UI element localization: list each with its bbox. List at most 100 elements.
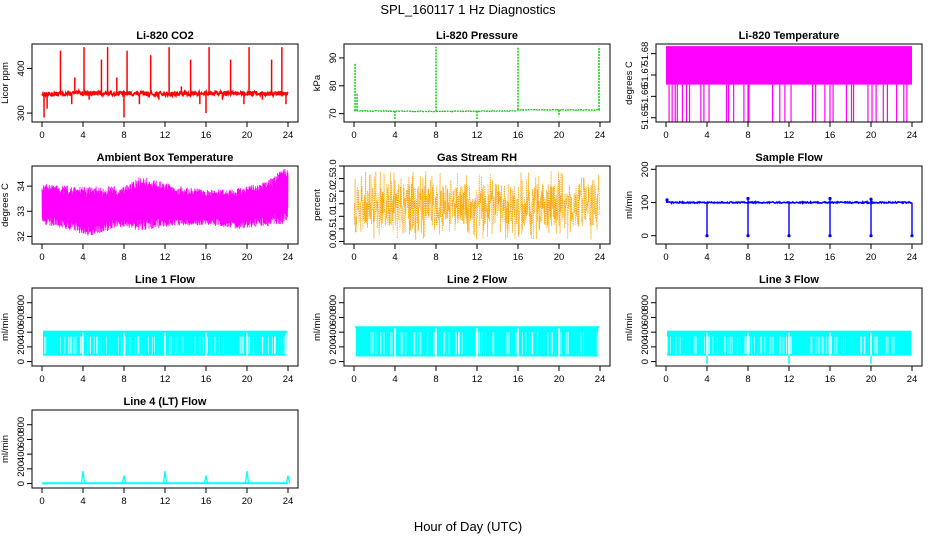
event-point: [828, 234, 832, 238]
x-tick-label: 16: [825, 130, 836, 141]
x-tick-label: 20: [242, 252, 253, 263]
x-tick-label: 20: [554, 252, 565, 263]
x-tick-label: 0: [39, 496, 44, 507]
chart-title: Line 1 Flow: [135, 274, 195, 286]
y-axis-label: kPa: [312, 74, 323, 91]
x-tick-label: 0: [351, 374, 356, 385]
x-tick-label: 4: [80, 252, 85, 263]
y-tick-label: 32: [16, 231, 27, 242]
chart-panel: Li-820 Temperature degrees C 0 4 8 12 16 20 24 51…: [624, 30, 923, 141]
y-tick-label: 0: [328, 359, 339, 364]
chart-panel: Line 1 Flow ml/min 0 4 8 12 16 20 24 0 20040060080…: [0, 274, 299, 385]
y-tick-label: 1.0: [328, 210, 339, 223]
chart-series: [42, 330, 288, 356]
event-point: [746, 234, 750, 238]
y-tick-label: 600: [328, 310, 339, 326]
y-tick-label: 200: [328, 339, 339, 355]
x-tick-label: 4: [392, 130, 397, 141]
x-tick-label: 24: [595, 374, 606, 385]
y-tick-label: 90: [328, 53, 339, 64]
y-axis-label: degrees C: [0, 183, 11, 227]
chart-series: [666, 330, 912, 364]
y-tick-label: 0: [640, 359, 651, 364]
y-tick-label: 2.0: [328, 185, 339, 198]
x-tick-label: 8: [745, 130, 750, 141]
event-point: [665, 198, 669, 202]
x-tick-label: 16: [513, 374, 524, 385]
event-point: [746, 196, 750, 201]
x-tick-label: 12: [472, 252, 483, 263]
y-tick-label: 100: [640, 195, 651, 211]
y-tick-label: 33: [16, 206, 27, 217]
chart-series: [666, 46, 912, 122]
x-tick-label: 20: [554, 130, 565, 141]
chart-panel: Gas Stream RH percent 0 4 8 12 16 20 24 0.00.51.0…: [312, 152, 611, 263]
chart-series: [41, 168, 289, 236]
chart-series: [353, 171, 601, 241]
x-tick-label: 20: [242, 496, 253, 507]
x-tick-label: 24: [595, 252, 606, 263]
x-tick-label: 4: [392, 252, 397, 263]
chart-title: Li-820 Pressure: [436, 30, 518, 42]
y-axis-label: degrees C: [624, 61, 635, 105]
chart-title: Ambient Box Temperature: [97, 152, 234, 164]
y-axis-label: ml/min: [312, 313, 323, 341]
x-tick-label: 20: [242, 374, 253, 385]
y-tick-label: 400: [16, 324, 27, 340]
x-tick-label: 12: [472, 130, 483, 141]
y-tick-label: 200: [640, 339, 651, 355]
y-tick-label: 200: [640, 161, 651, 177]
x-tick-label: 8: [121, 130, 126, 141]
spike-mark: [162, 470, 168, 484]
chart-series: [42, 470, 291, 485]
y-tick-label: 51.67: [640, 63, 651, 87]
x-tick-label: 24: [283, 252, 294, 263]
chart-title: Li-820 Temperature: [739, 30, 840, 42]
x-tick-label: 4: [80, 496, 85, 507]
x-tick-label: 8: [121, 374, 126, 385]
x-tick-label: 4: [392, 374, 397, 385]
x-tick-label: 8: [121, 252, 126, 263]
y-tick-label: 800: [328, 295, 339, 311]
event-point: [869, 197, 873, 201]
x-tick-label: 8: [433, 374, 438, 385]
y-tick-label: 80: [328, 80, 339, 91]
chart-panel: Line 3 Flow ml/min 0 4 8 12 16 20 24 0 20040060080…: [624, 274, 923, 385]
x-tick-label: 8: [433, 252, 438, 263]
y-tick-label: 800: [640, 295, 651, 311]
chart-panel: Line 4 (LT) Flow ml/min 0 4 8 12 16 20 24 0 200400…: [0, 396, 299, 507]
y-tick-label: 3.0: [328, 159, 339, 172]
y-tick-label: 600: [640, 310, 651, 326]
y-tick-label: 0: [640, 233, 651, 238]
x-tick-label: 4: [704, 374, 709, 385]
chart-series: [354, 326, 600, 357]
spike-mark: [285, 475, 291, 484]
chart-title: Line 4 (LT) Flow: [124, 396, 207, 408]
figure-xlabel: Hour of Day (UTC): [414, 519, 522, 534]
x-tick-label: 16: [825, 374, 836, 385]
x-tick-label: 8: [433, 130, 438, 141]
x-tick-label: 0: [663, 130, 668, 141]
figure-title: SPL_160117 1 Hz Diagnostics: [380, 2, 556, 17]
x-tick-label: 16: [201, 496, 212, 507]
chart-panel: Sample Flow ml/min 0 4 8 12 16 20 24 0 100 200: [624, 152, 923, 263]
x-tick-label: 16: [513, 130, 524, 141]
chart-series: [353, 46, 601, 120]
chart-title: Li-820 CO2: [136, 30, 193, 42]
y-tick-label: 800: [16, 295, 27, 311]
x-tick-label: 20: [866, 374, 877, 385]
x-tick-label: 16: [201, 130, 212, 141]
x-tick-label: 8: [121, 496, 126, 507]
event-point: [910, 234, 914, 238]
x-tick-label: 4: [80, 374, 85, 385]
x-tick-label: 0: [663, 252, 668, 263]
x-tick-label: 12: [784, 252, 795, 263]
y-axis-label: ml/min: [0, 435, 11, 463]
x-tick-label: 24: [283, 130, 294, 141]
y-tick-label: 200: [16, 461, 27, 477]
y-tick-label: 0: [16, 481, 27, 486]
x-tick-label: 24: [283, 496, 294, 507]
x-tick-label: 8: [745, 374, 750, 385]
